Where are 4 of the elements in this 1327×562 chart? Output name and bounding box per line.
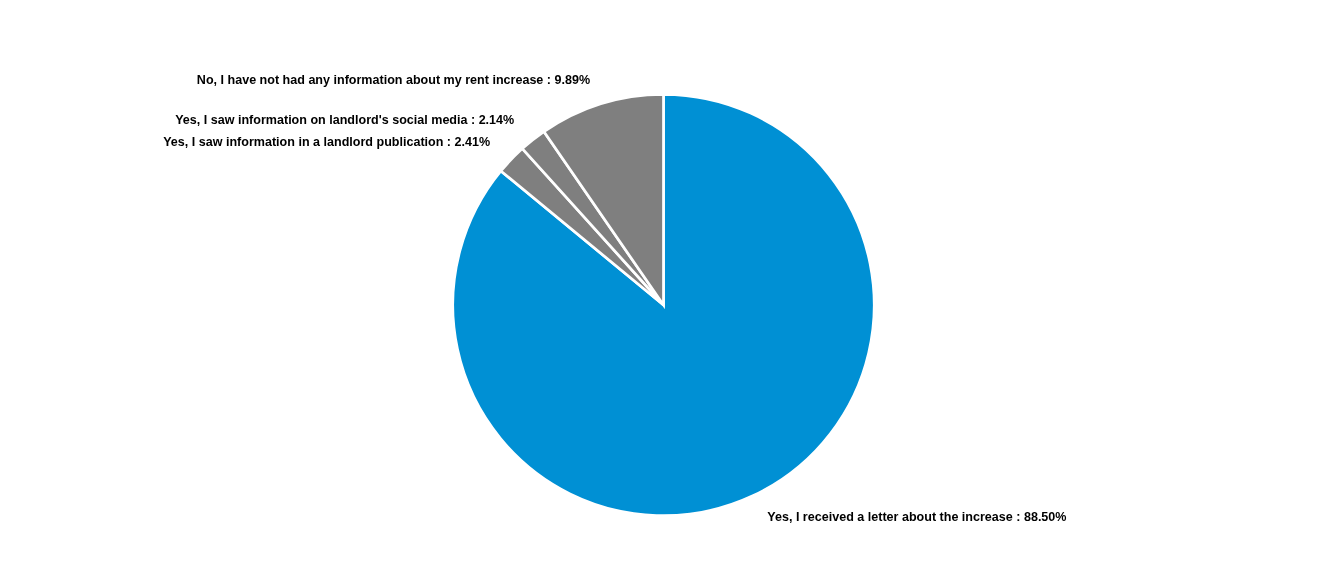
slice-label: Yes, I received a letter about the increase : 88.50%	[767, 510, 1067, 525]
slice-label: Yes, I saw information in a landlord publication : 2.41%	[163, 135, 491, 150]
slice-label: Yes, I saw information on landlord's social media : 2.14%	[175, 113, 515, 128]
slice-label: No, I have not had any information about my rent increase : 9.89%	[196, 73, 591, 88]
